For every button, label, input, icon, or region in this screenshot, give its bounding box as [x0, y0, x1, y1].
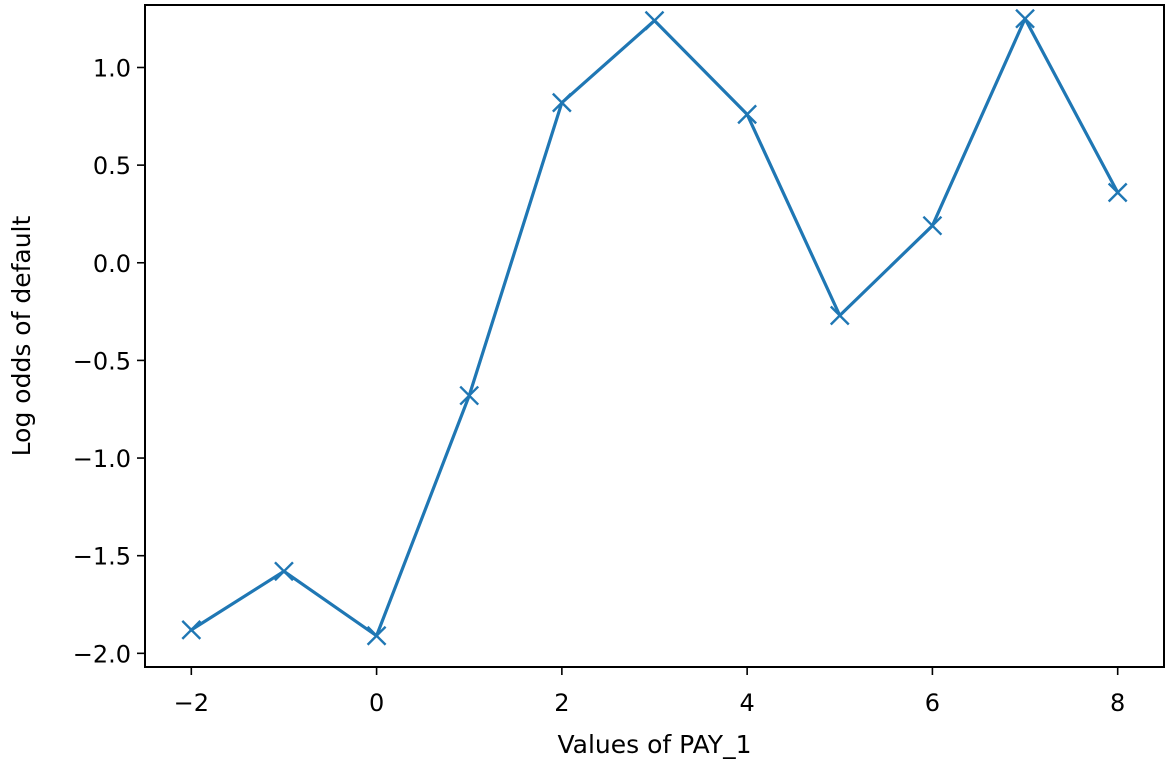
data-point-marker	[181, 620, 202, 640]
series-layer	[181, 8, 1128, 646]
y-tick-label: 1.0	[93, 54, 131, 82]
y-tick-label: −0.5	[73, 347, 131, 375]
y-axis-label: Log odds of default	[7, 216, 36, 457]
y-tick-label: 0.0	[93, 250, 131, 278]
x-tick-label: 6	[925, 689, 940, 717]
x-axis-label: Values of PAY_1	[558, 730, 752, 759]
y-tick-label: −2.0	[73, 640, 131, 668]
y-tick-label: −1.5	[73, 543, 131, 571]
data-point-marker	[1107, 182, 1128, 203]
x-tick-label: 2	[554, 689, 569, 717]
x-tick-label: −2	[174, 689, 209, 717]
y-tick-label: −1.0	[73, 445, 131, 473]
plot-frame	[144, 4, 1165, 668]
data-point-marker	[644, 10, 665, 31]
x-tick-label: 0	[369, 689, 384, 717]
data-point-marker	[459, 385, 480, 406]
data-point-marker	[366, 625, 387, 646]
data-point-marker	[737, 104, 757, 125]
data-point-marker	[922, 215, 943, 236]
data-point-marker	[552, 92, 572, 113]
x-tick-label: 8	[1110, 689, 1125, 717]
x-tick-label: 4	[739, 689, 754, 717]
series-line	[189, 17, 1120, 638]
x-axis-ticks: −2 0 2 4 6 8	[174, 667, 1125, 717]
data-point-marker	[829, 305, 850, 326]
data-point-marker	[1015, 8, 1035, 29]
data-point-marker	[274, 561, 294, 582]
y-axis-ticks: −2.0 −1.5 −1.0 −0.5 0.0 0.5 1.0	[73, 54, 145, 668]
y-tick-label: 0.5	[93, 152, 131, 180]
